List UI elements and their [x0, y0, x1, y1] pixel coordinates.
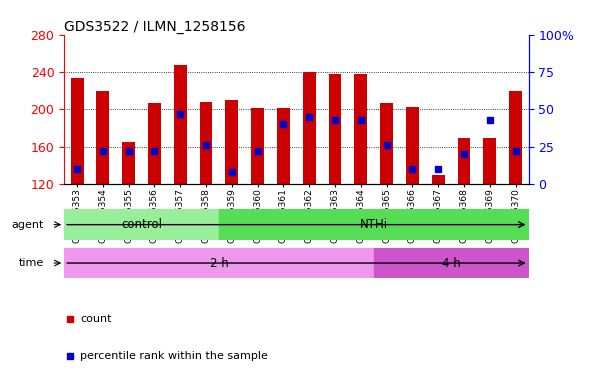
Bar [251, 108, 264, 184]
Text: GDS3522 / ILMN_1258156: GDS3522 / ILMN_1258156 [64, 20, 246, 33]
Bar [64, 209, 219, 240]
Bar [458, 137, 470, 184]
Bar [225, 100, 238, 184]
Text: NTHi: NTHi [360, 218, 388, 231]
Bar [329, 74, 342, 184]
Bar [277, 108, 290, 184]
Bar [432, 175, 445, 184]
Text: 4 h: 4 h [442, 257, 461, 270]
Text: agent: agent [11, 220, 43, 230]
Text: 2 h: 2 h [210, 257, 229, 270]
Bar [406, 107, 419, 184]
Bar [380, 103, 393, 184]
Bar [122, 142, 135, 184]
Bar [71, 78, 84, 184]
Bar [64, 248, 374, 278]
Bar [174, 65, 187, 184]
Text: count: count [81, 314, 112, 324]
Bar [97, 91, 109, 184]
Bar [200, 102, 213, 184]
Bar [148, 103, 161, 184]
Bar [509, 91, 522, 184]
Text: time: time [18, 258, 43, 268]
Bar [303, 72, 316, 184]
Bar [354, 74, 367, 184]
Text: control: control [121, 218, 162, 231]
Bar [483, 137, 496, 184]
Text: percentile rank within the sample: percentile rank within the sample [81, 351, 268, 361]
Bar [219, 209, 529, 240]
Bar [374, 248, 529, 278]
